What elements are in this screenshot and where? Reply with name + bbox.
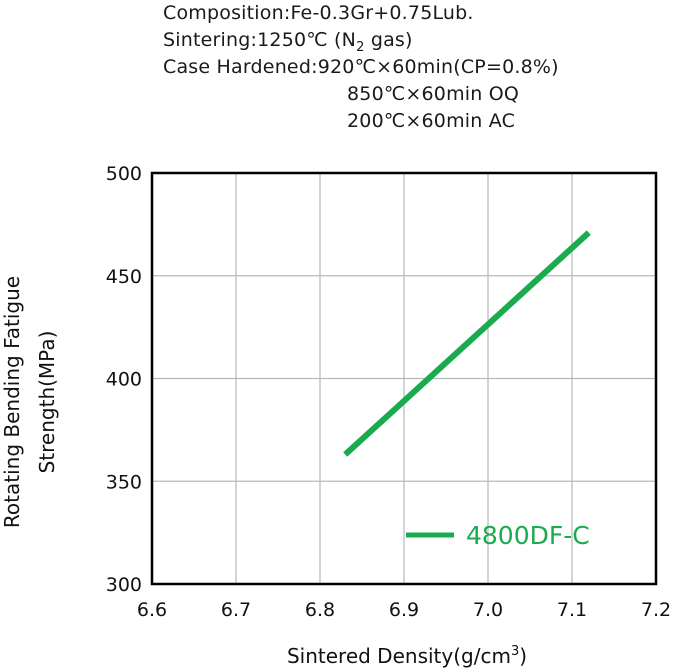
y-tick-label: 350 (106, 471, 142, 493)
case-row-2: 850℃×60min OQ (163, 81, 559, 108)
sintering-label: Sintering: (163, 29, 258, 51)
legend: 4800DF-C (406, 521, 590, 550)
y-tick-label: 500 (106, 163, 142, 185)
case-line-2: 850℃×60min OQ (347, 83, 520, 105)
series-line-4800df-c (343, 230, 591, 457)
x-tick-label: 6.8 (305, 599, 335, 621)
x-tick-label: 7.1 (557, 599, 587, 621)
sintering-value-end: gas) (364, 29, 413, 51)
series-layer (343, 230, 591, 457)
case-row-1: Case Hardened:920℃×60min(CP=0.8%) (163, 54, 559, 81)
y-tick-label: 300 (106, 574, 142, 596)
test-conditions: Composition:Fe-0.3Gr+0.75Lub. Sintering:… (163, 0, 559, 135)
composition-row: Composition:Fe-0.3Gr+0.75Lub. (163, 0, 559, 27)
case-label: Case Hardened: (163, 56, 318, 78)
sintering-value-main: 1250℃ (N (257, 29, 357, 51)
y-axis-title-line-2: Strength(MPa) (35, 331, 59, 474)
x-tick-label: 7.0 (473, 599, 503, 621)
y-tick-labels: 300 350 400 450 500 (106, 163, 142, 596)
x-tick-labels: 6.6 6.7 6.8 6.9 7.0 7.1 7.2 (137, 599, 671, 621)
legend-label: 4800DF-C (466, 521, 590, 550)
x-tick-label: 7.2 (641, 599, 671, 621)
y-axis-title: Rotating Bending Fatigue Strength(MPa) (0, 276, 59, 528)
x-tick-label: 6.9 (389, 599, 419, 621)
x-tick-label: 6.7 (221, 599, 251, 621)
plot-frame (150, 171, 658, 586)
y-tick-label: 450 (106, 266, 142, 288)
case-row-3: 200℃×60min AC (163, 108, 559, 135)
grid (152, 173, 656, 584)
case-line-1: 920℃×60min(CP=0.8%) (317, 56, 559, 78)
sintering-value: 1250℃ (N2 gas) (257, 29, 413, 55)
composition-label: Composition: (163, 2, 291, 24)
x-tick-label: 6.6 (137, 599, 167, 621)
sintering-row: Sintering:1250℃ (N2 gas) (163, 27, 559, 55)
x-axis-title: Sintered Density(g/cm3) (287, 644, 527, 668)
y-axis-title-line-1: Rotating Bending Fatigue (0, 276, 24, 528)
sintering-value-subscript: 2 (356, 39, 365, 55)
composition-value: Fe-0.3Gr+0.75Lub. (290, 2, 474, 24)
case-line-3: 200℃×60min AC (347, 110, 516, 132)
y-tick-label: 400 (106, 369, 142, 391)
